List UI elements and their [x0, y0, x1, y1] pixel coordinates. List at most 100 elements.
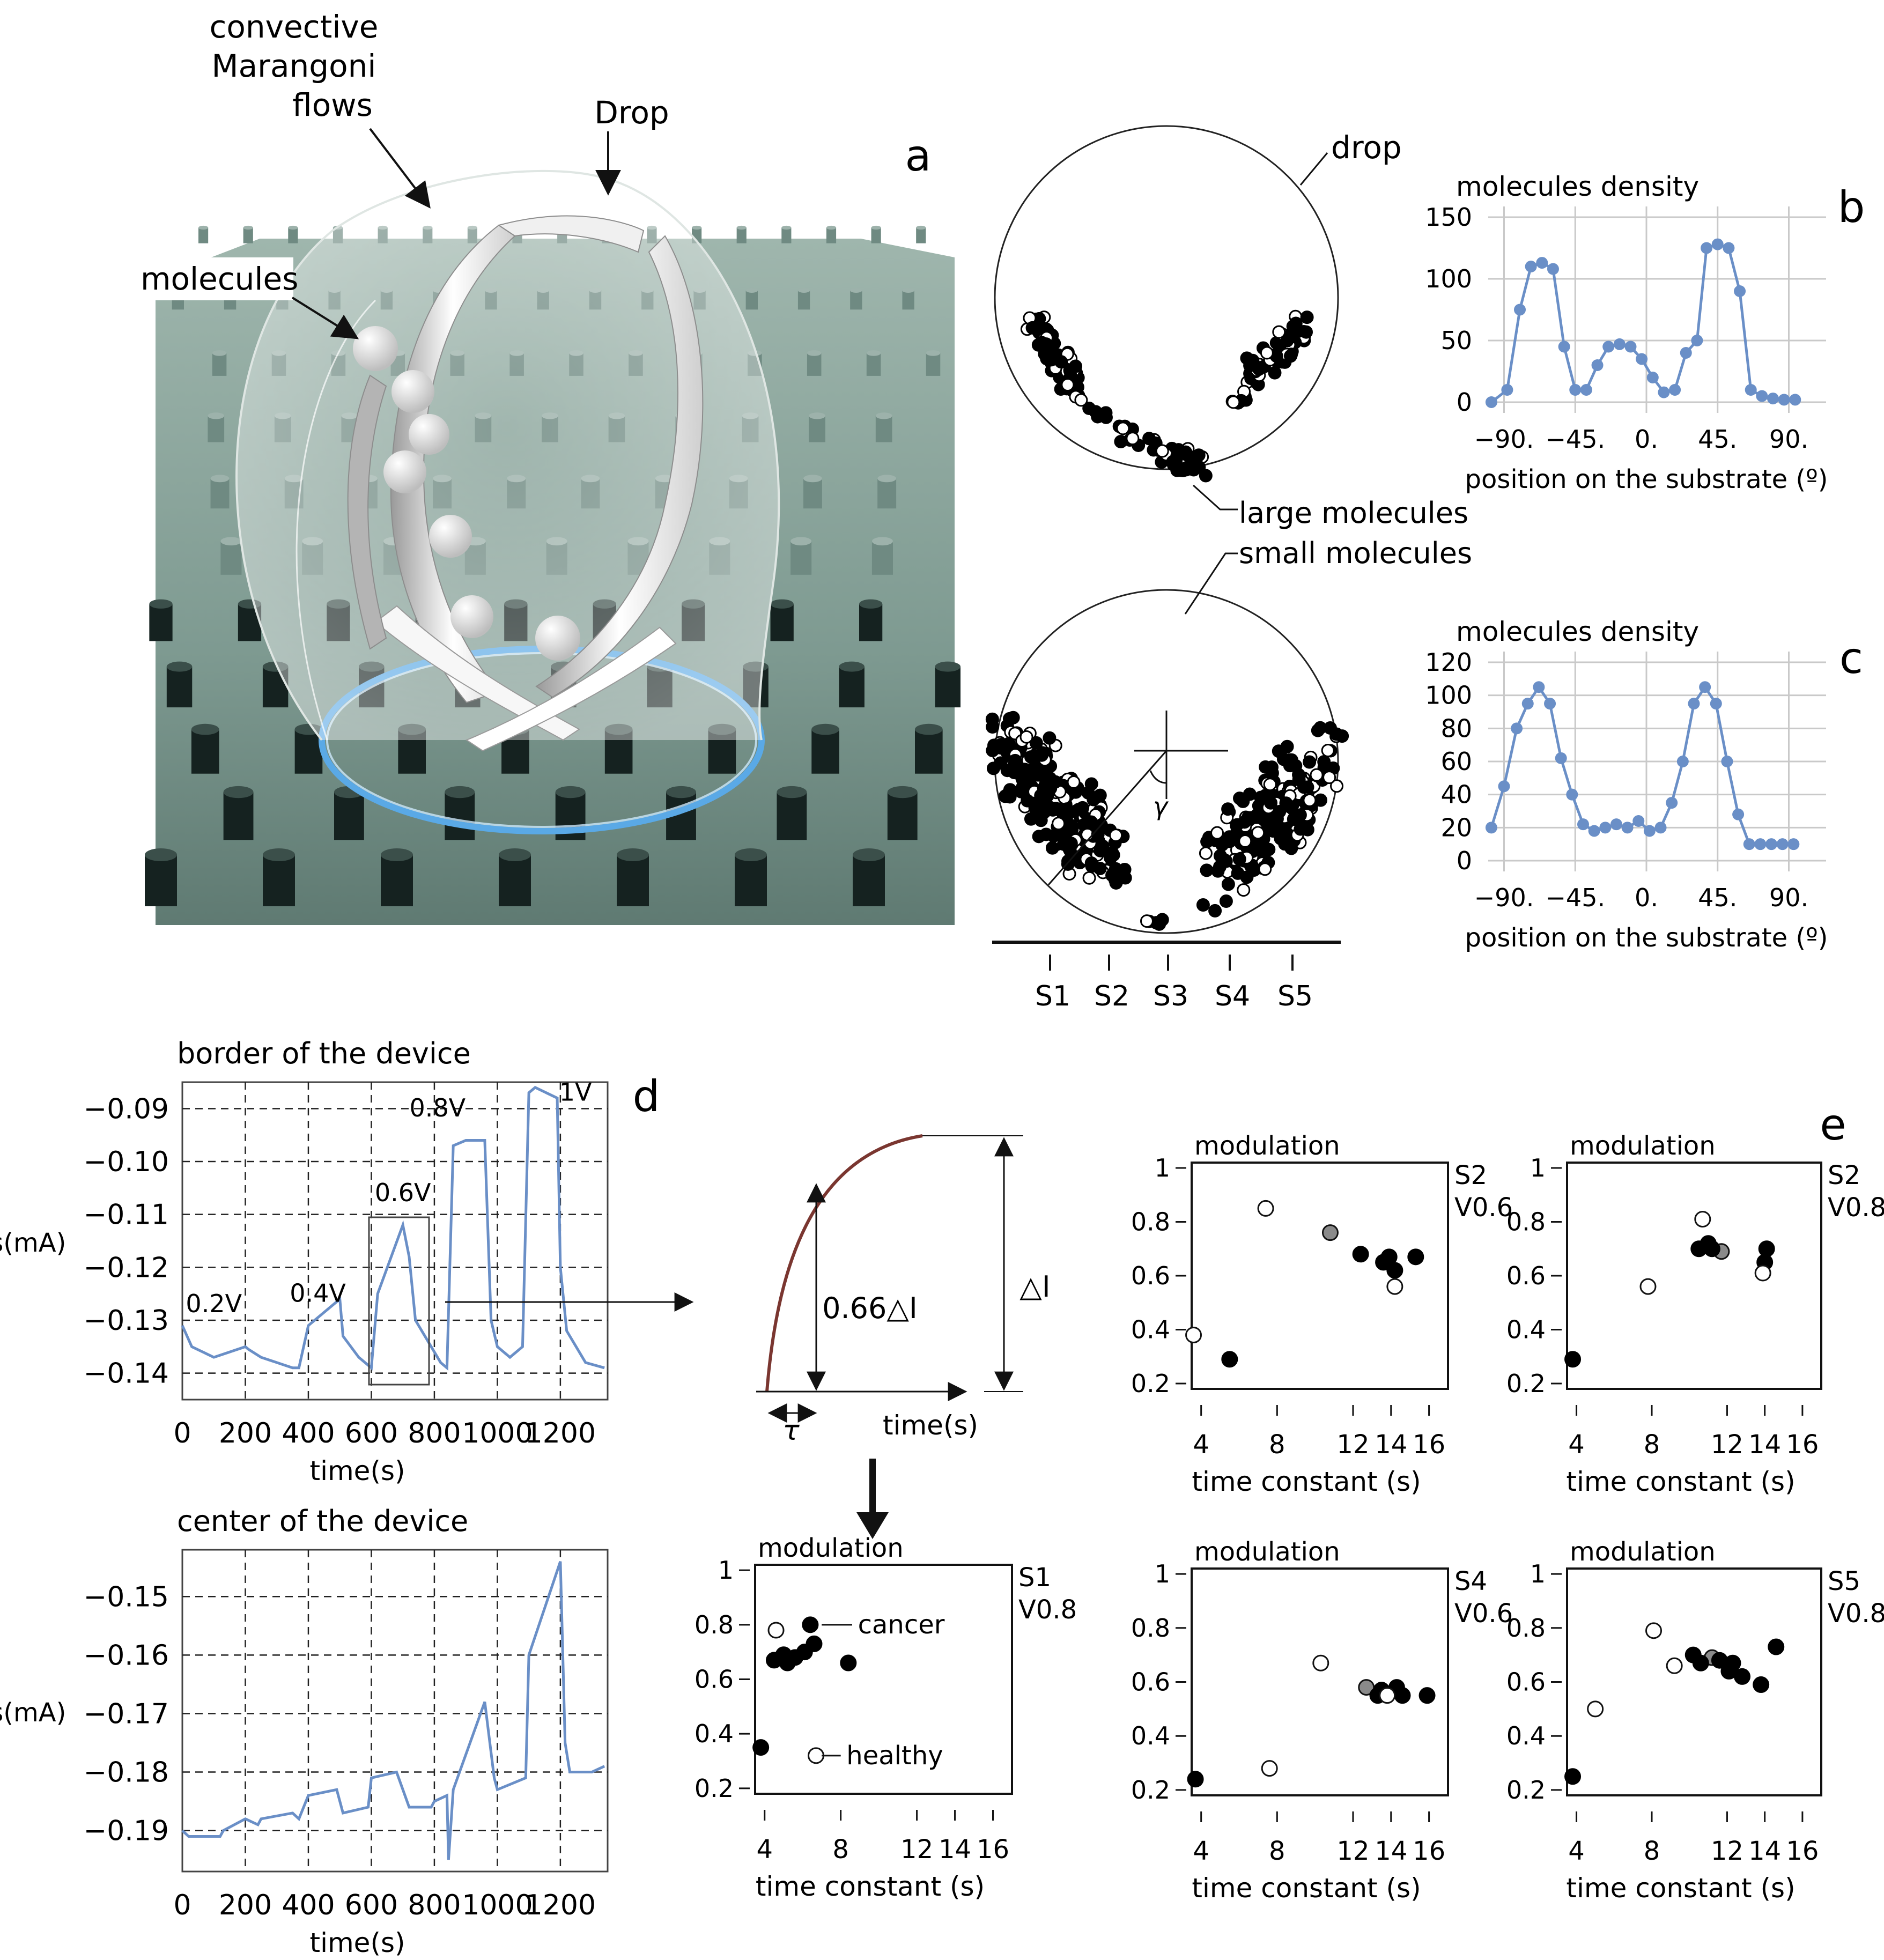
molecule-dot	[1238, 834, 1252, 848]
y-tick-label: −0.11	[84, 1199, 169, 1231]
density-point	[1745, 384, 1757, 396]
pillar-top	[935, 661, 961, 672]
molecule-dot	[1264, 796, 1278, 810]
series-label: S2	[1828, 1160, 1860, 1190]
x-tick-label: 1200	[525, 1889, 596, 1921]
y-tick-label: 0.2	[1506, 1369, 1546, 1398]
response-curve	[765, 1134, 923, 1392]
pillar-top	[853, 848, 885, 861]
pillar-top	[288, 225, 298, 230]
y-tick-label: 0.8	[695, 1610, 734, 1639]
pillar-top	[381, 848, 413, 861]
density-point	[1599, 822, 1612, 834]
x-tick-label: 16	[1413, 1430, 1445, 1460]
y-tick-label: −0.10	[84, 1146, 169, 1178]
y-tick-label: 150	[1425, 203, 1472, 232]
pillar-top	[809, 412, 825, 419]
point-cancer	[1187, 1771, 1204, 1788]
pillar	[499, 855, 531, 906]
pillar	[811, 729, 839, 774]
x-tick-label: 8	[832, 1835, 849, 1865]
pillar-top	[871, 225, 881, 230]
pillar	[871, 227, 881, 243]
marangoni-ribbons	[347, 215, 704, 752]
x-tick-label: 90.	[1769, 883, 1808, 912]
x-tick-label: 1000	[462, 1889, 533, 1921]
y-tick-label: −0.19	[84, 1815, 169, 1847]
point-healthy	[1694, 1211, 1711, 1227]
molecule-dot	[1074, 393, 1088, 407]
molecule-dot	[1272, 325, 1286, 339]
molecule-dot	[1283, 349, 1297, 363]
density-chart-small: molecules density 0 20 40 60 80 100 120 −90. −45.…	[1425, 616, 1828, 953]
y-tick-label: 0.4	[1131, 1721, 1170, 1750]
molecule-dot	[1076, 801, 1090, 815]
molecule-dot	[1285, 330, 1299, 344]
point-healthy	[1645, 1622, 1663, 1639]
y-tick-label: 1	[1530, 1559, 1546, 1588]
pillar	[212, 353, 227, 376]
x-tick-label: −45.	[1545, 425, 1605, 454]
pillar	[220, 541, 242, 575]
molecule-dot	[1152, 917, 1166, 931]
density-point	[1624, 341, 1637, 353]
density-point	[1734, 285, 1746, 297]
x-axis-label: position on the substrate (º)	[1465, 923, 1828, 953]
density-point	[1776, 838, 1789, 850]
pillar	[263, 855, 295, 906]
series-label: S2	[1454, 1160, 1487, 1190]
panel-letter-a: a	[905, 131, 931, 181]
label-large-molecules: large molecules	[1239, 496, 1468, 530]
y-tick-label: 0.4	[695, 1719, 734, 1748]
molecule-dot	[1301, 780, 1314, 794]
delta-label: △I	[1019, 1270, 1050, 1304]
pillar	[877, 478, 897, 509]
density-point	[1669, 384, 1681, 396]
y-tick-label: 0.6	[1131, 1668, 1170, 1697]
pillar	[294, 729, 323, 774]
point-cancer	[1418, 1687, 1436, 1704]
series-label: V0.6	[1454, 1193, 1513, 1223]
density-point	[1636, 353, 1648, 365]
y-tick-label: 1	[1530, 1153, 1546, 1182]
x-tick-label: 4	[1193, 1430, 1209, 1460]
molecule-dot	[1231, 866, 1245, 880]
molecule-dot	[1310, 768, 1324, 782]
point-healthy	[767, 1622, 785, 1639]
pillar	[166, 667, 193, 708]
density-point	[1514, 304, 1526, 316]
plot-frame	[181, 1081, 609, 1401]
molecule-dot	[1008, 757, 1022, 771]
density-line	[1490, 242, 1796, 403]
molecule-dot	[1278, 837, 1292, 851]
pillar-top	[212, 350, 227, 356]
pillar-top	[208, 412, 225, 419]
molecule-dot	[1045, 841, 1059, 855]
pillar	[208, 416, 225, 442]
molecule-dot	[1313, 793, 1327, 807]
pillar	[807, 353, 822, 376]
density-point	[1498, 780, 1510, 793]
voltage-label: 0.2V	[186, 1289, 242, 1318]
y-axis-label: Ids(mA)	[0, 1698, 66, 1728]
y-tick-label: −0.13	[84, 1305, 169, 1337]
point-other	[1321, 1224, 1339, 1241]
density-point	[1501, 384, 1513, 396]
molecule-dot	[1166, 458, 1180, 472]
density-point	[1646, 372, 1659, 383]
x-axis-label: time constant (s)	[1192, 1466, 1421, 1497]
density-point	[1666, 797, 1678, 809]
pillar	[781, 227, 792, 243]
molecule-dot	[1126, 432, 1140, 446]
molecule-dot	[1219, 894, 1233, 908]
point-cancer	[1407, 1248, 1424, 1266]
x-tick-label: 600	[345, 1889, 398, 1921]
pillar	[777, 792, 807, 840]
molecule-dot	[1289, 316, 1303, 330]
pillar	[617, 855, 649, 906]
y-tick-label: 0.6	[1506, 1668, 1546, 1697]
molecule-dot	[994, 737, 1008, 751]
pillar-top	[790, 537, 812, 546]
